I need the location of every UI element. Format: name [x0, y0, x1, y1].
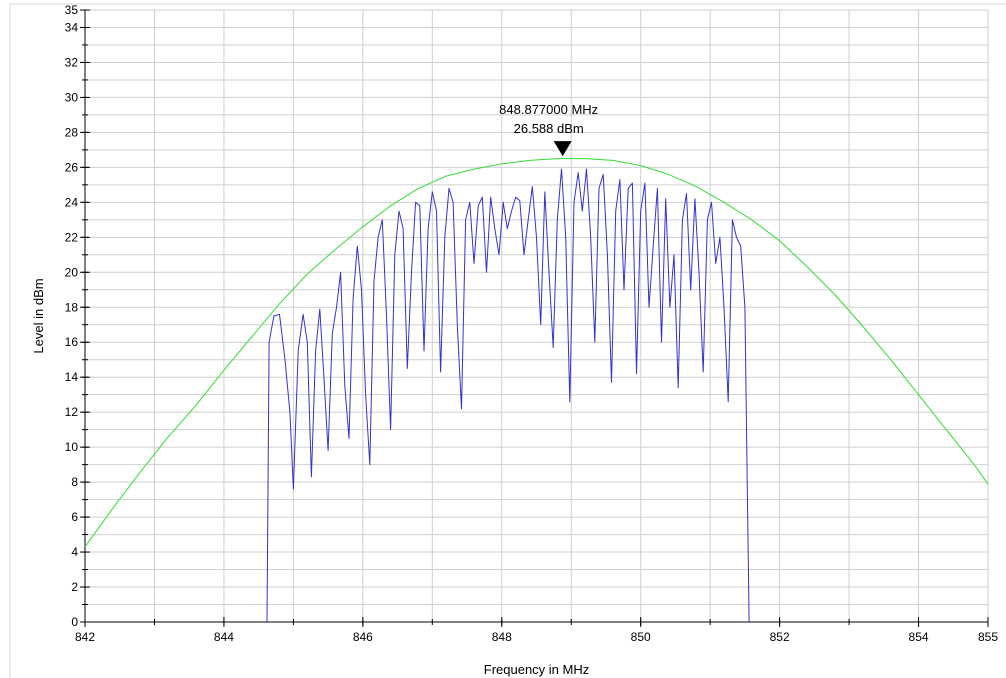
y-tick-label: 16	[65, 335, 79, 349]
y-tick-label: 22	[65, 230, 79, 244]
x-tick-label: 848	[492, 630, 512, 644]
x-tick-label: 844	[214, 630, 234, 644]
y-tick-label: 20	[65, 265, 79, 279]
y-axis-label: Level in dBm	[31, 278, 46, 353]
y-tick-label: 0	[71, 615, 78, 629]
y-tick-label: 8	[71, 475, 78, 489]
y-tick-label: 34	[65, 20, 79, 34]
blue-spectrum-series-line	[266, 168, 750, 623]
x-tick-label: 850	[631, 630, 651, 644]
y-tick-label: 2	[71, 580, 78, 594]
marker-triangle-icon	[553, 141, 572, 157]
axes	[80, 9, 989, 627]
y-tick-label: 14	[65, 370, 79, 384]
y-tick-label: 6	[71, 510, 78, 524]
marker-frequency-label: 848.877000 MHz	[499, 102, 598, 117]
y-tick-label: 18	[65, 300, 79, 314]
y-tick-label: 28	[65, 125, 79, 139]
x-tick-label: 854	[909, 630, 929, 644]
x-tick-label: 846	[353, 630, 373, 644]
x-tick-label: 842	[75, 630, 95, 644]
marker-level-label: 26.588 dBm	[514, 121, 584, 136]
x-axis-label: Frequency in MHz	[484, 662, 589, 677]
y-tick-label: 32	[65, 55, 79, 69]
y-tick-label: 10	[65, 440, 79, 454]
y-tick-label: 24	[65, 195, 79, 209]
peak-marker: 848.877000 MHz 26.588 dBm	[499, 102, 598, 157]
y-tick-label: 30	[65, 90, 79, 104]
y-tick-label: 35	[65, 3, 79, 17]
y-tick-label: 4	[71, 545, 78, 559]
green-envelope-series-line	[84, 158, 989, 548]
y-tick-label: 26	[65, 160, 79, 174]
series-lines	[84, 158, 989, 623]
y-tick-label: 12	[65, 405, 79, 419]
x-tick-label: 852	[770, 630, 790, 644]
x-tick-label: 855	[978, 630, 998, 644]
